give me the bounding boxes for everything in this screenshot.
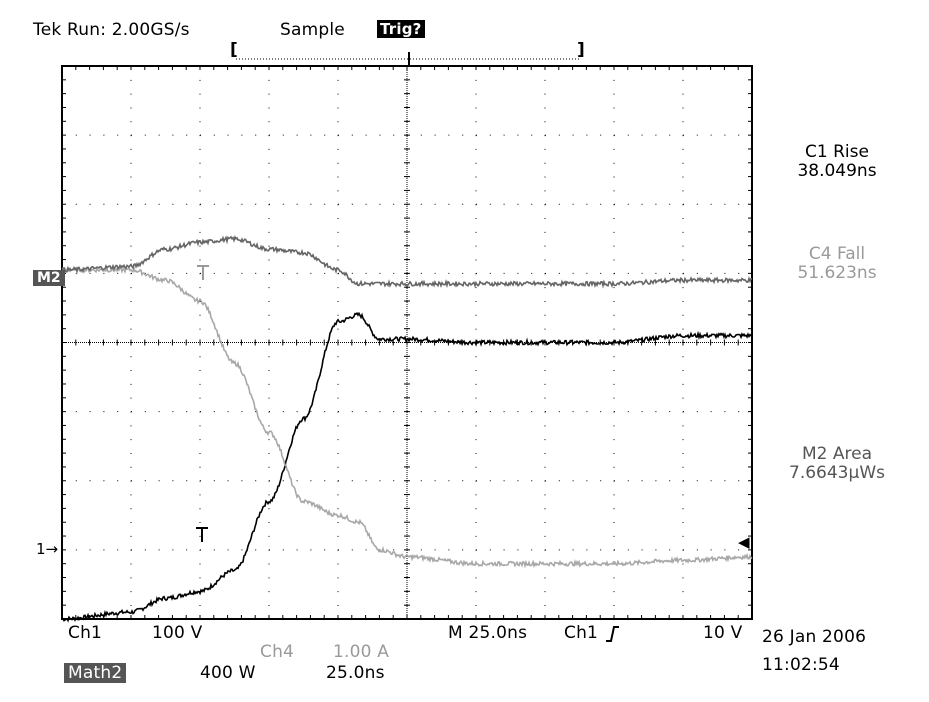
trigger-level-arrow-icon: ◀ — [738, 533, 750, 551]
date: 26 Jan 2006 — [762, 627, 867, 647]
measurement-label: C1 Rise — [805, 142, 869, 162]
math2-trace — [61, 235, 752, 289]
waveform-traces — [61, 235, 753, 623]
measurement-c4-fall: C4 Fall 51.623ns — [772, 245, 902, 283]
ch1-trace — [61, 311, 753, 623]
trigger-source: Ch1 — [564, 623, 599, 643]
acquisition-mode: Sample — [280, 20, 345, 40]
ch4-t-cursor — [197, 265, 209, 280]
trigger-state-badge: Trig? — [377, 20, 425, 38]
math2-scale: 400 W — [200, 663, 256, 683]
measurement-m2-area: M2 Area 7.6643µWs — [772, 445, 902, 483]
measurement-value: 7.6643µWs — [789, 463, 885, 483]
measurement-label: C4 Fall — [808, 244, 866, 264]
ch4-label: Ch4 — [260, 642, 295, 662]
ch4-trace — [61, 265, 753, 569]
record-bracket-open: [ — [230, 40, 238, 60]
math2-time: 25.0ns — [326, 663, 385, 683]
ch1-t-cursor — [196, 527, 208, 542]
ch1-label: Ch1 — [68, 623, 103, 643]
math2-label: Math2 — [64, 663, 127, 683]
record-bracket-close: ] — [577, 40, 585, 60]
time: 11:02:54 — [762, 655, 840, 675]
graticule-grid — [61, 65, 753, 620]
ch1-marker-label: 1 — [36, 540, 46, 558]
measurement-value: 51.623ns — [797, 263, 877, 283]
rising-edge-icon — [606, 626, 619, 642]
trigger-level: 10 V — [703, 623, 743, 643]
run-status: Tek Run: 2.00GS/s — [33, 20, 190, 40]
measurement-c1-rise: C1 Rise 38.049ns — [772, 143, 902, 181]
measurement-value: 38.049ns — [797, 161, 877, 181]
arrow-right-icon: → — [45, 540, 59, 558]
math2-marker: M2 — [33, 270, 65, 286]
ch4-scale: 1.00 A — [333, 642, 390, 662]
timebase: M 25.0ns — [448, 623, 528, 643]
measurement-label: M2 Area — [801, 444, 872, 464]
ch1-scale: 100 V — [152, 623, 203, 643]
ch1-ground-marker: 1→ — [36, 540, 58, 558]
